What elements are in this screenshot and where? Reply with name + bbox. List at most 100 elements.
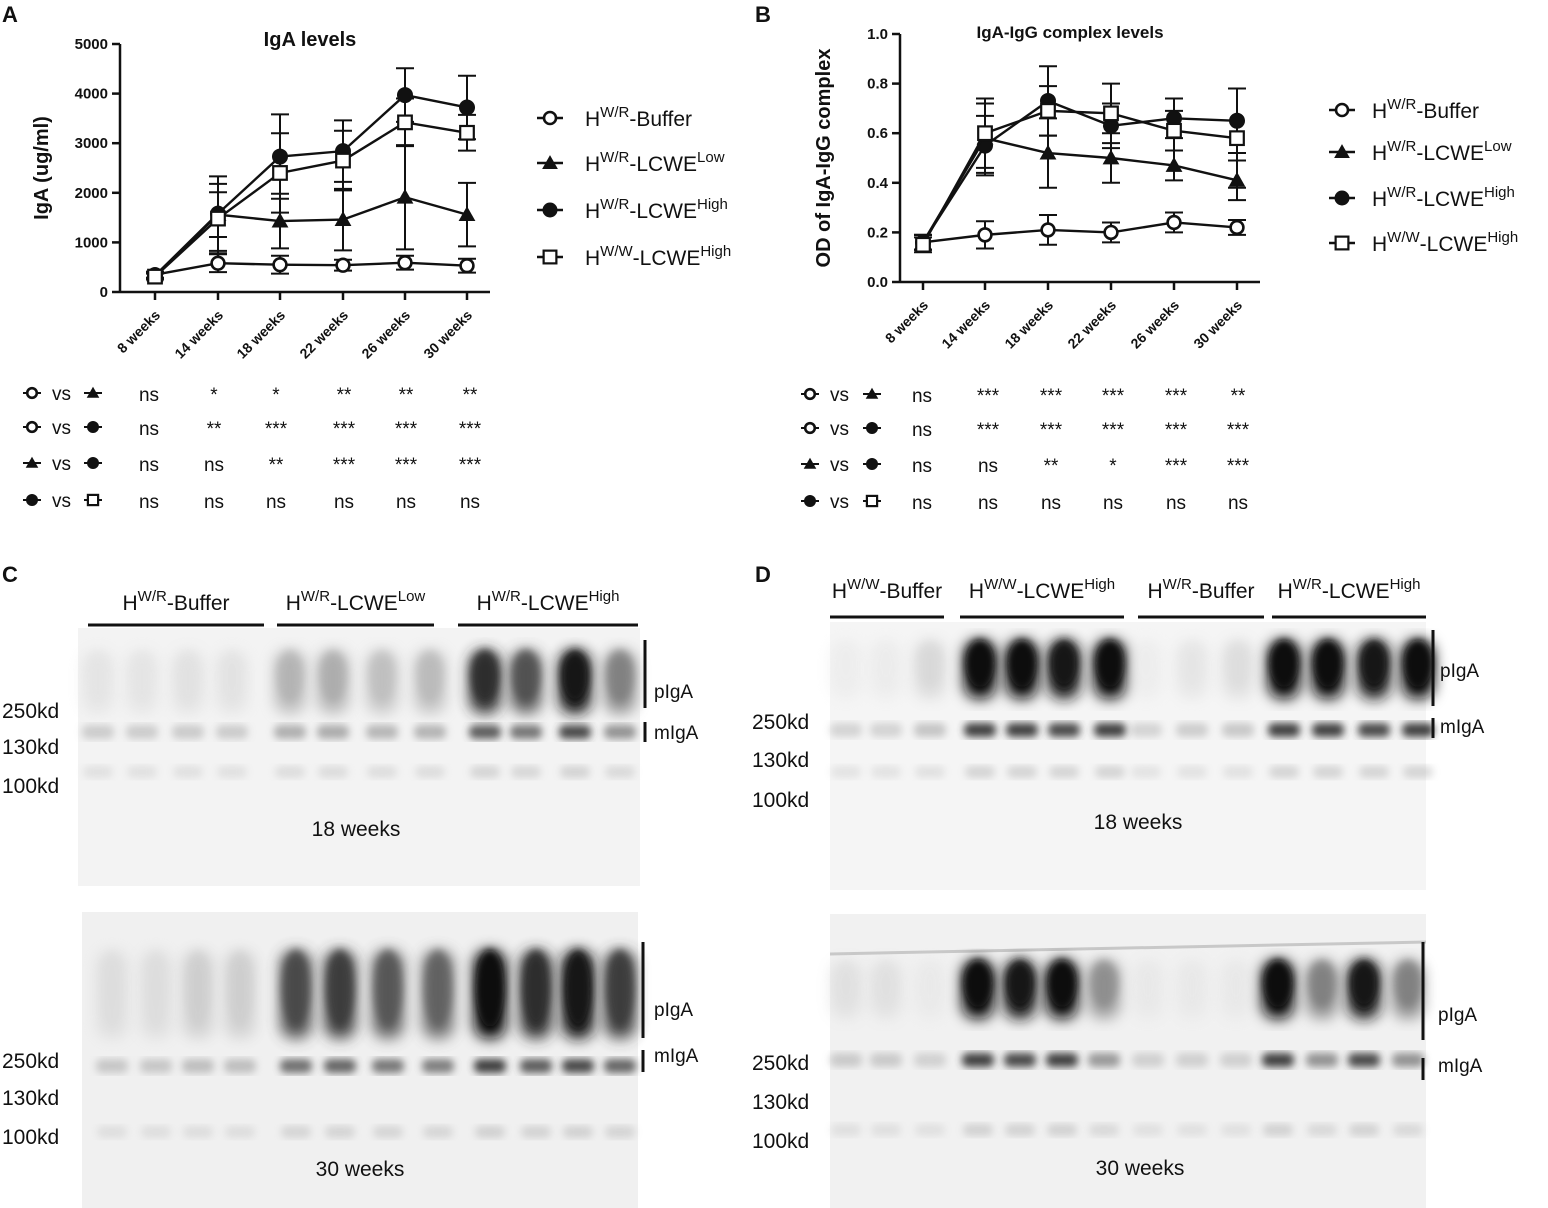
legend-sup: Low xyxy=(697,149,725,166)
pIgA-band xyxy=(319,650,347,702)
lane xyxy=(604,650,636,778)
lower-band xyxy=(97,1126,127,1138)
lower-band xyxy=(1221,1124,1251,1136)
legend-marker xyxy=(542,155,558,169)
blot-c-markers-18: 250kd 130kd 100kd xyxy=(2,700,59,798)
y-tick-label: 0.6 xyxy=(867,125,888,142)
lower-band xyxy=(1177,1124,1207,1136)
lane xyxy=(126,650,158,778)
lower-band xyxy=(605,1126,635,1138)
legend-label: HW/R-LCWEHigh xyxy=(1372,184,1515,211)
legend-marker xyxy=(1334,102,1350,118)
legend-marker xyxy=(542,249,558,265)
comparison-marker-a xyxy=(25,386,39,400)
significance-label: ns xyxy=(139,455,159,476)
significance-label: *** xyxy=(1165,420,1188,441)
comparison-marker-a xyxy=(803,387,817,401)
legend-sup: W/W xyxy=(600,243,633,260)
pIgA-band xyxy=(1314,640,1342,687)
group-sup: High xyxy=(589,588,620,605)
significance-label: * xyxy=(1109,456,1117,477)
blot-d-30w-gel-edge xyxy=(829,940,1427,956)
legend-mid: -Buffer xyxy=(1416,100,1479,123)
mIgA-band xyxy=(1048,723,1080,737)
lane xyxy=(96,950,128,1138)
blot-c-timepoint-18: 18 weeks xyxy=(312,818,401,841)
comparison-marker-b xyxy=(86,493,100,507)
significance-label: ns xyxy=(204,492,224,513)
mIgA-band xyxy=(964,723,996,737)
mIgA-band xyxy=(216,725,248,739)
lower-band xyxy=(521,1126,551,1138)
pIgA-band xyxy=(1404,640,1432,687)
comparison-vs: vs xyxy=(830,492,849,513)
lower-band xyxy=(1133,1124,1163,1136)
series-line xyxy=(921,136,1238,243)
lane xyxy=(830,960,862,1136)
comparison-marker-a xyxy=(26,494,38,506)
panel-letter-c: C xyxy=(2,562,18,587)
x-tick-label: 14 weeks xyxy=(938,297,993,352)
mIgA-band xyxy=(1006,723,1038,737)
significance-label: ** xyxy=(337,385,352,406)
group-sup: W/W xyxy=(847,576,880,593)
chart-a-plot: 0 1000 2000 3000 4000 5000 8 weeks 14 weeks 18 w… xyxy=(75,36,490,362)
marker-100kd: 100kd xyxy=(2,1126,59,1149)
pIgA-band xyxy=(606,650,634,702)
blot-d-30w-lanes xyxy=(830,960,1424,1136)
lane xyxy=(1306,960,1338,1136)
significance-label: *** xyxy=(1165,386,1188,407)
mIgA-band xyxy=(422,1059,454,1073)
group-base: H xyxy=(969,580,984,603)
lower-band xyxy=(1359,766,1389,778)
mIgA-band xyxy=(280,1059,312,1073)
pIgA-band xyxy=(832,960,860,1007)
pIgA-band xyxy=(218,650,246,702)
lower-band xyxy=(963,1124,993,1136)
pIgA-band xyxy=(368,650,396,702)
group-sup: High xyxy=(1390,576,1421,593)
panel-letter-d: D xyxy=(755,562,771,587)
data-point xyxy=(1166,214,1182,231)
comparison-vs: vs xyxy=(830,419,849,440)
series-3 xyxy=(914,82,1246,254)
group-mid: -LCWE xyxy=(521,592,589,615)
lower-band xyxy=(275,766,305,778)
lower-band xyxy=(475,1126,505,1138)
legend-base: H xyxy=(1372,100,1387,123)
legend-label: HW/R-Buffer xyxy=(585,104,692,131)
mIgA-band xyxy=(830,1053,862,1067)
significance-label: *** xyxy=(395,455,418,476)
significance-label: ns xyxy=(139,419,159,440)
group-label: HW/W-Buffer xyxy=(832,576,942,603)
band-label-pIgA: pIgA xyxy=(1440,661,1479,682)
group-base: H xyxy=(832,580,847,603)
data-point xyxy=(977,227,993,243)
series-line xyxy=(921,109,1238,246)
lower-band xyxy=(1349,1124,1379,1136)
lower-band xyxy=(415,766,445,778)
legend-label: HW/R-LCWEHigh xyxy=(585,196,728,223)
lower-band xyxy=(965,766,995,778)
lower-band xyxy=(831,766,861,778)
y-tick-label: 3000 xyxy=(75,135,108,152)
pIgA-band xyxy=(1134,960,1162,1007)
pIgA-band xyxy=(872,960,900,1007)
data-point xyxy=(397,114,413,131)
y-tick-label: 1.0 xyxy=(867,26,888,43)
significance-label: ** xyxy=(269,455,284,476)
legend-item: HW/R-LCWELow xyxy=(1329,138,1512,165)
comparison-marker-b xyxy=(865,494,879,508)
y-tick-label: 2000 xyxy=(75,185,108,202)
lane xyxy=(82,650,114,778)
data-point xyxy=(147,268,163,285)
lane xyxy=(1004,960,1036,1136)
pIgA-band xyxy=(872,640,900,687)
legend-base: H xyxy=(585,108,600,131)
x-tick-label: 8 weeks xyxy=(114,307,163,356)
comparison-marker-a xyxy=(804,495,816,507)
panel-letter-b: B xyxy=(755,2,771,27)
significance-label: *** xyxy=(459,455,482,476)
chart-a-significance-table: vs ns * * ** ** **vs ns ** *** *** *** ***vs ns ns ** **… xyxy=(23,384,482,513)
significance-label: ns xyxy=(1166,493,1186,514)
